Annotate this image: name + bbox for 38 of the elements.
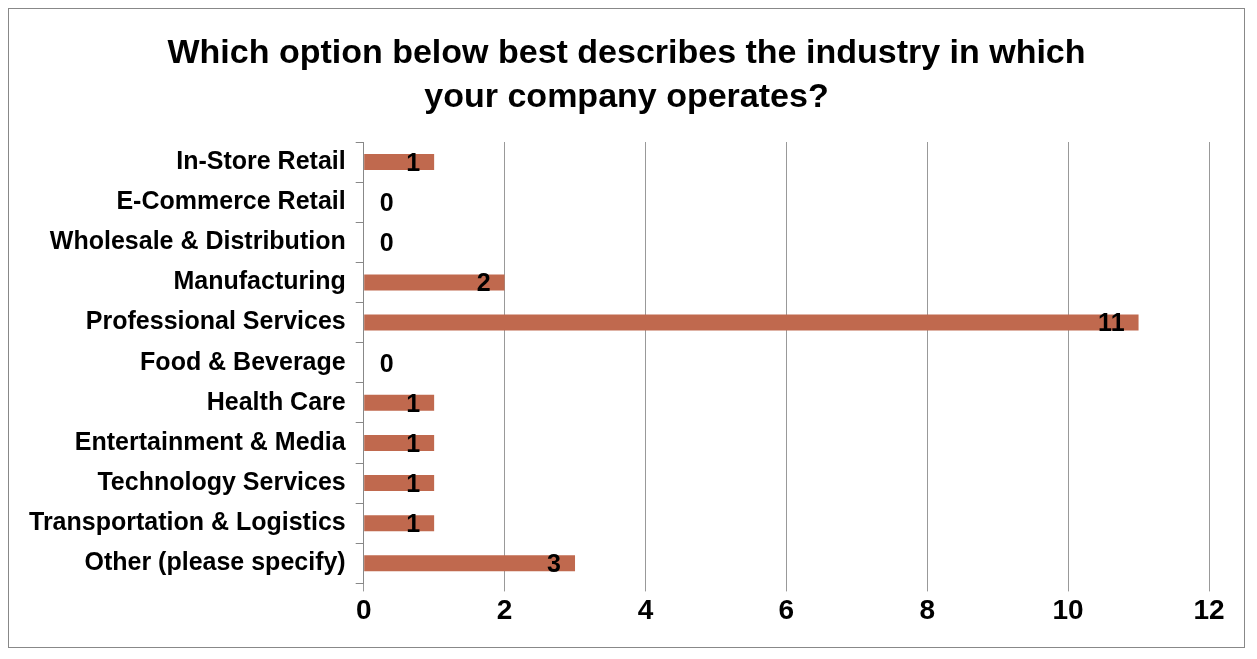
data-label: 1	[406, 468, 421, 497]
y-tick-label: Professional Services	[85, 306, 346, 335]
data-label: 0	[379, 228, 394, 257]
data-label: 2	[476, 268, 491, 297]
x-tick-label: 4	[637, 593, 654, 625]
bar	[364, 394, 435, 411]
data-label: 1	[406, 388, 421, 417]
y-tick-label: Health Care	[206, 386, 346, 415]
bar	[364, 274, 505, 291]
y-tick-label: Technology Services	[97, 466, 346, 495]
data-label: 11	[1098, 308, 1125, 337]
bar	[364, 515, 435, 532]
x-tick-label: 2	[496, 593, 513, 625]
bar	[364, 475, 435, 492]
x-tick-label: 12	[1193, 593, 1225, 625]
bar	[364, 314, 1139, 331]
y-tick-label: Other (please specify)	[84, 547, 346, 576]
bar	[364, 154, 435, 171]
x-tick-label: 6	[778, 593, 795, 625]
y-tick-label: E-Commerce Retail	[116, 186, 346, 215]
data-label: 3	[547, 549, 562, 578]
chart-title: Which option below best describes the industry in which your company operates?	[166, 31, 1087, 116]
data-label: 1	[406, 428, 421, 457]
x-tick-label: 0	[355, 593, 372, 625]
x-tick-label: 8	[919, 593, 936, 625]
y-tick-label: Manufacturing	[173, 266, 346, 295]
bar	[364, 434, 435, 451]
y-tick-label: Food & Beverage	[140, 346, 346, 375]
data-label: 1	[406, 147, 421, 176]
data-label: 0	[379, 188, 394, 217]
y-tick-label: Wholesale & Distribution	[49, 226, 346, 255]
y-tick-label: Entertainment & Media	[74, 426, 347, 455]
y-tick-label: In-Store Retail	[176, 145, 346, 174]
x-tick-label: 10	[1052, 593, 1084, 625]
data-label: 1	[406, 509, 421, 538]
data-label: 0	[379, 348, 394, 377]
y-tick-label: Transportation & Logistics	[29, 507, 346, 536]
bar	[364, 555, 576, 572]
